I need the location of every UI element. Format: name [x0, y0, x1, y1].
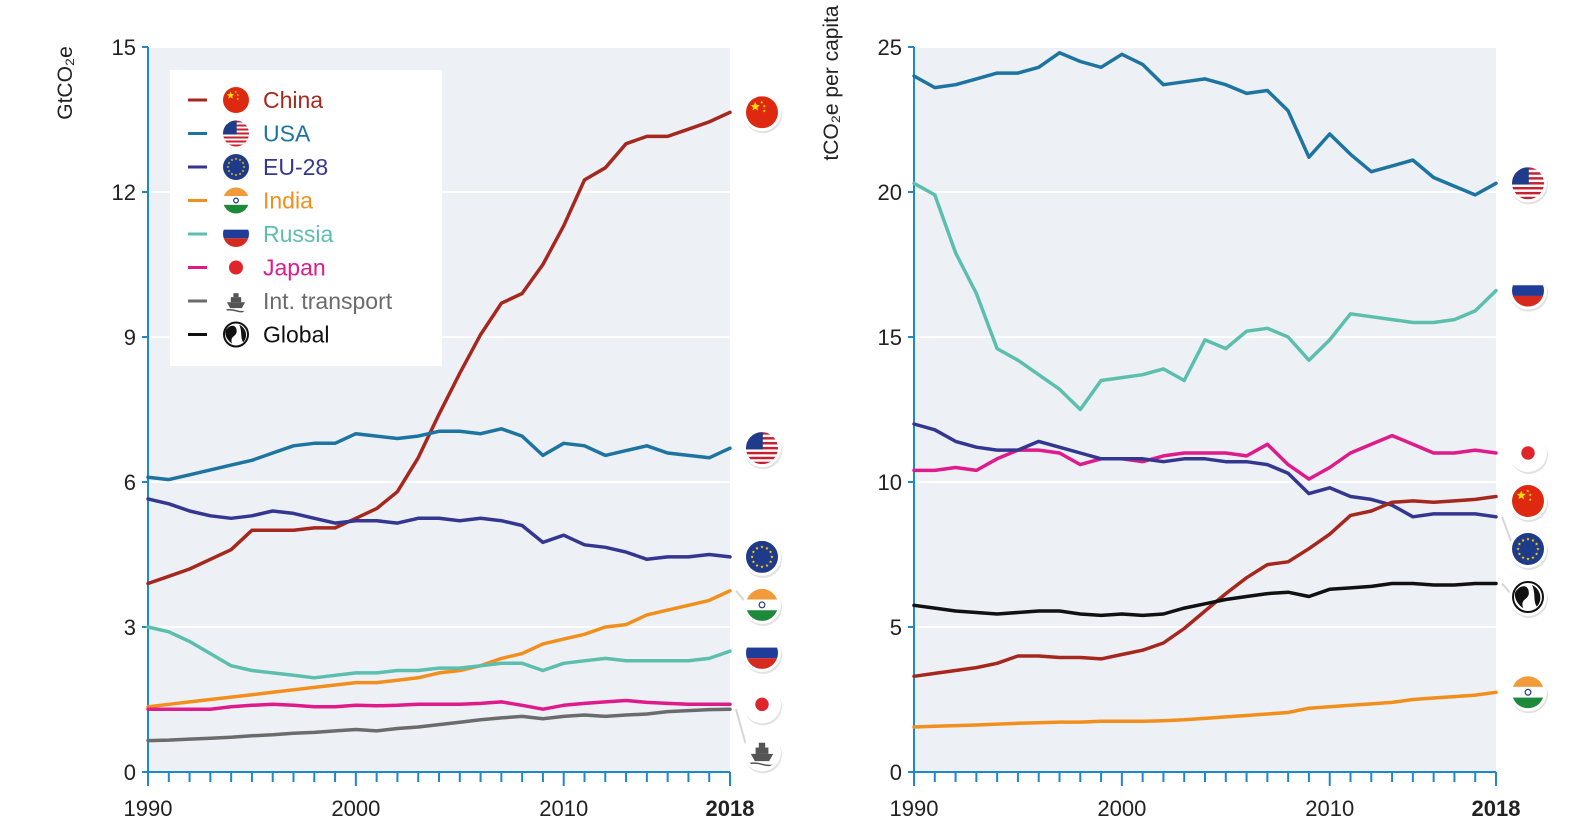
- left-series-china: [146, 110, 732, 586]
- china-icon: [1512, 485, 1544, 517]
- left-x-tick-label: 1990: [124, 796, 173, 821]
- left-y-tick-label: 3: [124, 615, 136, 640]
- right-series-india: [912, 690, 1498, 729]
- left-series-india: [146, 589, 732, 709]
- global-icon: [1512, 581, 1544, 613]
- right-x-tick-label: 2018: [1472, 796, 1521, 821]
- end-label-usa: [743, 429, 782, 470]
- end-label-india: [735, 585, 782, 626]
- left-x-tick-label: 2010: [539, 796, 588, 821]
- legend-item: EU-28: [188, 154, 328, 180]
- left-y-tick-label: 12: [112, 180, 136, 205]
- end-label-eu: [1501, 516, 1548, 570]
- right-y-tick-label: 0: [890, 760, 902, 785]
- legend: China USA EU-28 India Russia Japan Int. transp…: [170, 70, 442, 366]
- right-plot-area: [914, 47, 1496, 772]
- right-x-tick-label: 2000: [1097, 796, 1146, 821]
- russia-flag-icon: [223, 221, 249, 247]
- end-label-china: [1509, 482, 1548, 522]
- legend-item: Int. transport: [188, 288, 393, 314]
- legend-item: Russia: [188, 221, 334, 247]
- right-panel-per-capita: 0 5 10 15 20 25 1990 2000 2010 2018 tCO₂e per capi…: [820, 5, 1548, 821]
- end-label-china: [743, 93, 782, 134]
- left-series-japan: [146, 698, 732, 711]
- legend-label: Global: [263, 322, 329, 348]
- right-y-tick-label: 25: [878, 35, 902, 60]
- transport-icon: [746, 736, 778, 769]
- right-y-axis-label: tCO₂e per capita: [820, 5, 843, 161]
- legend-item: China: [188, 87, 323, 113]
- legend-label: Russia: [263, 221, 334, 247]
- end-label-japan: [743, 685, 782, 726]
- right-y-tick-label: 20: [878, 180, 902, 205]
- end-label-japan: [1509, 434, 1548, 474]
- legend-label: EU-28: [263, 154, 328, 180]
- left-y-tick-label: 6: [124, 470, 136, 495]
- left-x-tick-label: 2018: [706, 796, 755, 821]
- eu-flag-icon: [223, 154, 249, 180]
- end-label-transport: [735, 708, 782, 774]
- ship-icon: [223, 288, 249, 314]
- legend-item: USA: [188, 120, 311, 147]
- legend-item: India: [188, 187, 313, 214]
- legend-item: Japan: [188, 255, 326, 281]
- end-label-india: [1509, 673, 1548, 714]
- legend-box: [170, 70, 442, 366]
- eu-icon: [746, 540, 778, 573]
- left-series-usa: [146, 427, 732, 482]
- left-y-axis-label: GtCO₂e: [54, 46, 77, 120]
- usa-flag-icon: [223, 120, 249, 147]
- left-y-tick-label: 9: [124, 325, 136, 350]
- russia-icon: [746, 636, 778, 669]
- china-flag-icon: [223, 87, 249, 113]
- usa-icon: [746, 432, 778, 465]
- left-series-eu: [146, 497, 732, 562]
- left-series-russia: [146, 625, 732, 680]
- eu-icon: [1512, 533, 1544, 565]
- globe-icon: [223, 321, 249, 348]
- right-series-usa: [912, 51, 1498, 197]
- right-series-russia: [912, 181, 1498, 412]
- left-y-tick-label: 15: [112, 35, 136, 60]
- right-series-japan: [912, 433, 1498, 481]
- right-x-tick-label: 1990: [890, 796, 939, 821]
- right-series-global: [912, 581, 1498, 618]
- legend-label: India: [263, 188, 313, 214]
- china-icon: [746, 96, 778, 129]
- left-x-tick-label: 2000: [331, 796, 380, 821]
- end-label-usa: [1509, 164, 1548, 205]
- end-label-eu: [743, 537, 782, 578]
- left-series-transport: [146, 707, 732, 743]
- japan-icon: [746, 688, 778, 721]
- right-y-tick-label: 15: [878, 325, 902, 350]
- end-label-russia: [1509, 271, 1548, 312]
- legend-label: Int. transport: [263, 288, 393, 314]
- end-label-global: [1501, 578, 1548, 618]
- legend-label: China: [263, 87, 323, 113]
- right-y-tick-label: 5: [890, 615, 902, 640]
- right-y-tick-label: 10: [878, 470, 902, 495]
- japan-flag-icon: [229, 260, 243, 275]
- india-icon: [746, 588, 778, 621]
- india-flag-icon: [223, 187, 249, 214]
- right-series-eu: [912, 422, 1498, 519]
- legend-label: USA: [263, 121, 311, 147]
- legend-label: Japan: [263, 255, 326, 281]
- right-x-tick-label: 2010: [1305, 796, 1354, 821]
- end-label-russia: [743, 633, 782, 674]
- right-series-china: [912, 494, 1498, 679]
- left-y-tick-label: 0: [124, 760, 136, 785]
- japan-icon: [1512, 437, 1544, 469]
- usa-icon: [1512, 167, 1544, 200]
- russia-icon: [1512, 274, 1544, 307]
- india-icon: [1512, 676, 1544, 709]
- legend-item: Global: [188, 321, 329, 348]
